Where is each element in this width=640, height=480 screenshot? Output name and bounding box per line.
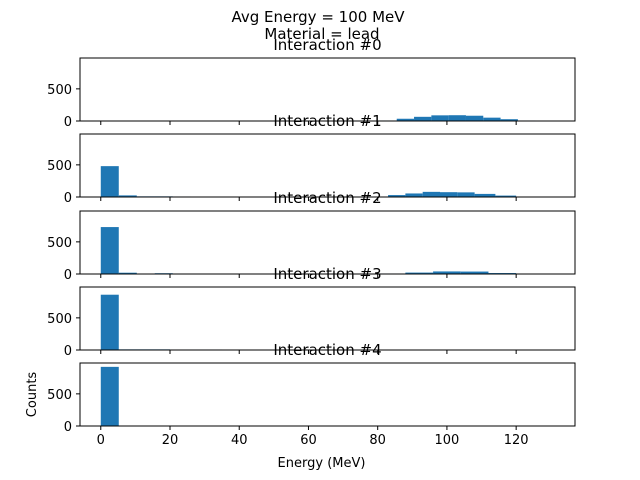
bar-panel0-5 [465,115,484,121]
figure-suptitle-line2: Material = lead [264,25,379,43]
bar-panel0-2 [414,116,432,121]
ytick-label-2-1: 500 [47,236,72,251]
y-axis-label: Counts [25,372,40,418]
panel-0: 0 500 Interaction #0 [47,36,576,130]
ytick-label-3-1: 500 [47,312,72,327]
bar-panel2-6 [460,271,489,274]
panel-1: 0 500 Interaction #1 [47,112,576,206]
bar-panel0-7 [500,119,518,121]
panel-2: 0 500 Interaction #2 [47,189,576,283]
bar-panel2-4 [405,272,434,274]
bar-panel1-0 [100,166,119,197]
xtick-label-3: 60 [300,433,317,448]
xtick-label-4: 80 [369,433,386,448]
panel-title-0: Interaction #0 [273,36,381,54]
panel-title-2: Interaction #2 [273,189,381,207]
xtick-label-5: 100 [435,433,460,448]
panel-title-4: Interaction #4 [273,341,381,359]
bar-panel0-6 [483,117,501,121]
bar-panel1-7 [405,193,423,197]
ytick-label-3-0: 0 [64,344,72,359]
bar-panel1-10 [457,192,475,197]
ytick-label-1-1: 500 [47,159,72,174]
ytick-label-0-1: 500 [47,83,72,98]
bar-panel4-0 [100,366,119,426]
axes-frame-4 [79,362,576,427]
bar-panel1-6 [388,195,406,197]
axes-frame-3 [79,286,576,351]
bar-panel1-12 [495,195,517,197]
ytick-label-4-1: 500 [47,388,72,403]
axes-frame-2 [79,210,576,275]
panel-title-1: Interaction #1 [273,112,381,130]
bar-panel0-1 [396,118,415,121]
panel-4: 0 500 0 20 40 60 80 100 120 Interaction #4 Counts E… [25,341,576,471]
bar-panel2-5 [433,271,461,274]
bar-panel2-1 [118,272,137,274]
bar-panel2-0 [100,227,119,274]
x-axis-label: Energy (MeV) [278,456,366,471]
bar-panel1-9 [440,192,458,197]
ytick-label-2-0: 0 [64,268,72,283]
panel-title-3: Interaction #3 [273,265,381,283]
panel-3: 0 500 Interaction #3 [47,265,576,359]
bar-panel0-4 [448,115,466,121]
xtick-label-1: 20 [162,433,179,448]
axes-frame-0 [79,57,576,122]
ytick-label-0-0: 0 [64,115,72,130]
ytick-label-4-0: 0 [64,420,72,435]
bar-panel0-3 [431,115,449,121]
axes-frame-1 [79,133,576,198]
xtick-label-0: 0 [97,433,105,448]
bar-panel1-11 [474,193,496,197]
bar-panel1-1 [118,195,137,197]
bar-panel3-0 [100,294,119,350]
xtick-label-6: 120 [504,433,529,448]
figure-suptitle-line1: Avg Energy = 100 MeV [232,8,406,26]
panels: 0 500 Interaction #0 0 500 Interaction #1 0 500… [25,36,576,471]
bar-panel1-8 [422,191,440,197]
ytick-label-1-0: 0 [64,191,72,206]
xtick-label-2: 40 [231,433,248,448]
